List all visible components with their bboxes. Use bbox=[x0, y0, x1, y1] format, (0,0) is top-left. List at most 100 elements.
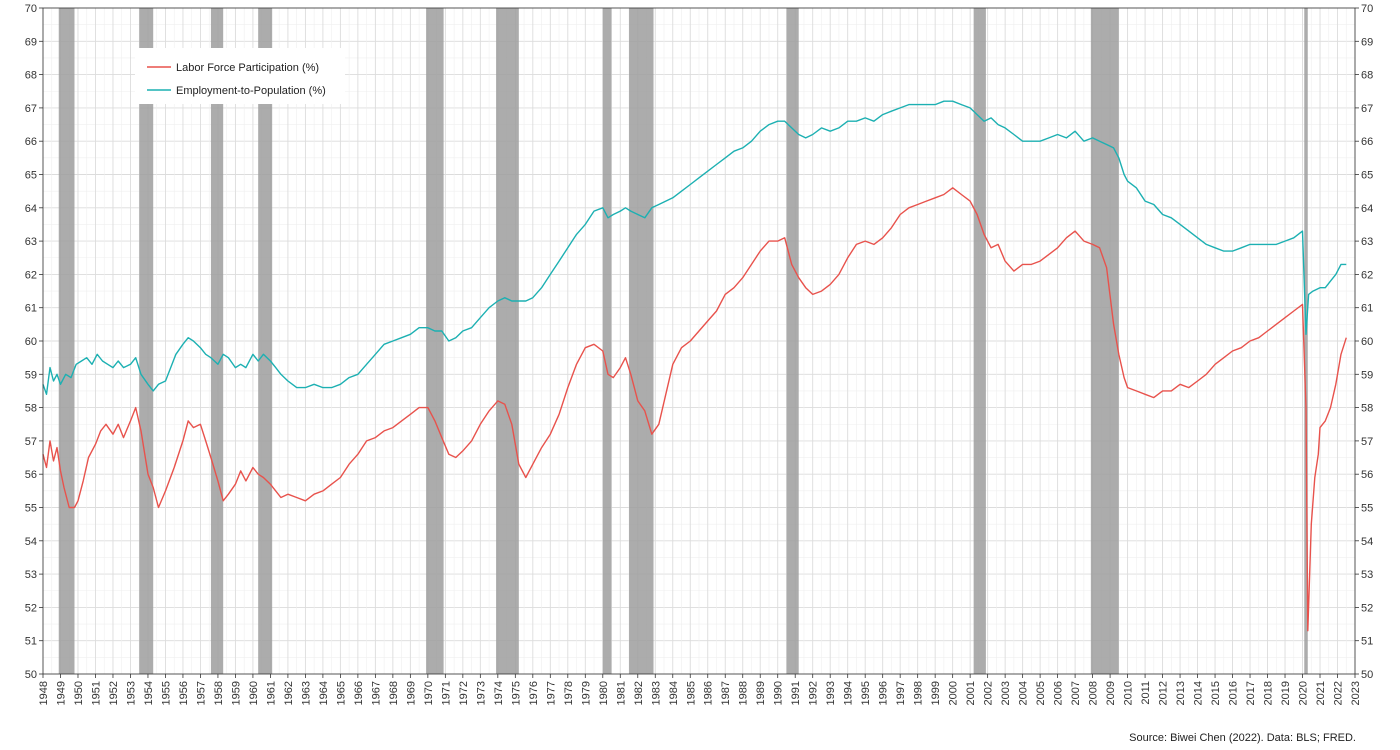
y-tick-label-left: 63 bbox=[25, 236, 37, 248]
y-tick-label-left: 59 bbox=[25, 369, 37, 381]
x-tick-label: 2022 bbox=[1333, 681, 1345, 705]
x-tick-label: 1952 bbox=[108, 681, 120, 705]
x-tick-label: 1996 bbox=[878, 681, 890, 705]
x-tick-label: 2007 bbox=[1070, 681, 1082, 705]
y-tick-label-right: 60 bbox=[1361, 336, 1373, 348]
x-tick-label: 1982 bbox=[633, 681, 645, 705]
y-tick-label-left: 58 bbox=[25, 403, 37, 415]
x-tick-label: 1977 bbox=[545, 681, 557, 705]
x-tick-label: 1971 bbox=[440, 681, 452, 705]
x-tick-label: 2009 bbox=[1105, 681, 1117, 705]
x-tick-label: 1994 bbox=[843, 681, 855, 705]
x-tick-label: 1948 bbox=[38, 681, 50, 705]
x-tick-label: 1954 bbox=[143, 681, 155, 705]
recession-bands bbox=[58, 8, 1308, 674]
y-tick-label-left: 57 bbox=[25, 436, 37, 448]
x-tick-label: 1998 bbox=[913, 681, 925, 705]
y-tick-label-left: 62 bbox=[25, 269, 37, 281]
recession-band bbox=[426, 8, 444, 674]
y-tick-label-right: 66 bbox=[1361, 136, 1373, 148]
x-tick-label: 1974 bbox=[493, 681, 505, 705]
legend: Labor Force Participation (%) Employment… bbox=[135, 48, 345, 104]
x-tick-label: 2014 bbox=[1193, 681, 1205, 705]
x-tick-label: 1967 bbox=[370, 681, 382, 705]
x-tick-label: 1986 bbox=[703, 681, 715, 705]
y-tick-label-left: 55 bbox=[25, 503, 37, 515]
y-tick-label-right: 64 bbox=[1361, 203, 1373, 215]
x-tick-label: 2011 bbox=[1140, 681, 1152, 705]
y-tick-label-left: 66 bbox=[25, 136, 37, 148]
y-tick-label-left: 50 bbox=[25, 669, 37, 681]
recession-band bbox=[602, 8, 612, 674]
x-tick-label: 1972 bbox=[458, 681, 470, 705]
x-tick-label: 1960 bbox=[248, 681, 260, 705]
x-tick-label: 2001 bbox=[965, 681, 977, 705]
recession-band bbox=[210, 8, 224, 674]
x-tick-label: 1989 bbox=[755, 681, 767, 705]
series-line-0 bbox=[42, 187, 1347, 632]
x-tick-label: 1955 bbox=[160, 681, 172, 705]
y-tick-label-right: 70 bbox=[1361, 3, 1373, 15]
legend-label-employment: Employment-to-Population (%) bbox=[176, 85, 326, 97]
recession-band bbox=[1090, 8, 1119, 674]
y-tick-label-left: 67 bbox=[25, 103, 37, 115]
y-tick-label-right: 56 bbox=[1361, 469, 1373, 481]
y-tick-label-right: 52 bbox=[1361, 602, 1373, 614]
x-tick-label: 2000 bbox=[948, 681, 960, 705]
x-axis: 1948 1949 1950 1951 1952 1953 1954 1955 1956 1957… bbox=[38, 674, 1362, 705]
x-tick-label: 1980 bbox=[598, 681, 610, 705]
x-tick-label: 1969 bbox=[405, 681, 417, 705]
x-tick-label: 1959 bbox=[230, 681, 242, 705]
series-lines bbox=[42, 100, 1347, 632]
x-tick-label: 1975 bbox=[510, 681, 522, 705]
x-tick-label: 2002 bbox=[983, 681, 995, 705]
y-tick-label-left: 68 bbox=[25, 70, 37, 82]
recession-band bbox=[786, 8, 799, 674]
y-axis-right: 50 51 52 53 54 55 56 57 58 59 60 61 62 63 64 65 66 67 68 69… bbox=[1355, 3, 1373, 681]
x-tick-label: 1985 bbox=[685, 681, 697, 705]
x-tick-label: 1993 bbox=[825, 681, 837, 705]
y-tick-label-right: 53 bbox=[1361, 569, 1373, 581]
x-tick-label: 1949 bbox=[55, 681, 67, 705]
recession-band bbox=[629, 8, 654, 674]
x-tick-label: 2017 bbox=[1245, 681, 1257, 705]
x-tick-label: 1995 bbox=[860, 681, 872, 705]
y-tick-label-right: 61 bbox=[1361, 303, 1373, 315]
x-tick-label: 1983 bbox=[650, 681, 662, 705]
x-tick-label: 1966 bbox=[353, 681, 365, 705]
y-tick-label-left: 70 bbox=[25, 3, 37, 15]
y-tick-label-left: 51 bbox=[25, 636, 37, 648]
y-tick-label-right: 55 bbox=[1361, 503, 1373, 515]
x-tick-label: 1951 bbox=[90, 681, 102, 705]
y-tick-label-right: 68 bbox=[1361, 70, 1373, 82]
y-tick-label-left: 52 bbox=[25, 602, 37, 614]
x-tick-label: 1987 bbox=[720, 681, 732, 705]
x-tick-label: 2013 bbox=[1175, 681, 1187, 705]
x-tick-label: 2004 bbox=[1018, 681, 1030, 705]
recession-band bbox=[139, 8, 154, 674]
x-tick-label: 1956 bbox=[178, 681, 190, 705]
y-tick-label-right: 67 bbox=[1361, 103, 1373, 115]
x-tick-label: 1965 bbox=[335, 681, 347, 705]
x-tick-label: 2018 bbox=[1263, 681, 1275, 705]
y-tick-label-right: 59 bbox=[1361, 369, 1373, 381]
x-tick-label: 2016 bbox=[1228, 681, 1240, 705]
recession-band bbox=[258, 8, 273, 674]
x-tick-label: 1968 bbox=[388, 681, 400, 705]
y-tick-label-left: 54 bbox=[25, 536, 37, 548]
x-tick-label: 1961 bbox=[265, 681, 277, 705]
series-line-1 bbox=[42, 100, 1347, 395]
y-tick-label-left: 53 bbox=[25, 569, 37, 581]
y-tick-label-left: 64 bbox=[25, 203, 37, 215]
x-tick-label: 2015 bbox=[1210, 681, 1222, 705]
x-tick-label: 1981 bbox=[615, 681, 627, 705]
x-tick-label: 1997 bbox=[895, 681, 907, 705]
x-tick-label: 1973 bbox=[475, 681, 487, 705]
x-tick-label: 1958 bbox=[213, 681, 225, 705]
x-tick-label: 1963 bbox=[300, 681, 312, 705]
recession-band bbox=[1304, 8, 1308, 674]
x-tick-label: 1976 bbox=[528, 681, 540, 705]
x-tick-label: 1970 bbox=[423, 681, 435, 705]
y-tick-label-right: 57 bbox=[1361, 436, 1373, 448]
